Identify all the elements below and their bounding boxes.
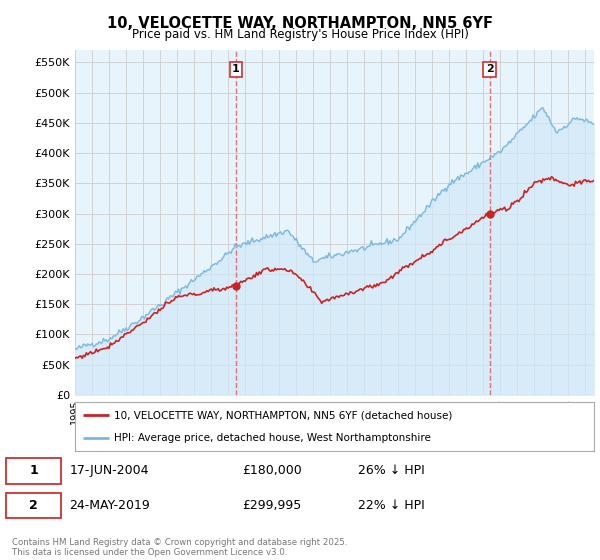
Text: 24-MAY-2019: 24-MAY-2019	[70, 499, 151, 512]
Text: 17-JUN-2004: 17-JUN-2004	[70, 464, 149, 478]
Text: 1: 1	[232, 64, 240, 74]
Text: Contains HM Land Registry data © Crown copyright and database right 2025.
This d: Contains HM Land Registry data © Crown c…	[12, 538, 347, 557]
Text: £299,995: £299,995	[242, 499, 302, 512]
Text: 10, VELOCETTE WAY, NORTHAMPTON, NN5 6YF (detached house): 10, VELOCETTE WAY, NORTHAMPTON, NN5 6YF …	[114, 410, 452, 420]
FancyBboxPatch shape	[6, 458, 61, 484]
Text: 26% ↓ HPI: 26% ↓ HPI	[358, 464, 424, 478]
Text: 1: 1	[29, 464, 38, 478]
Text: 10, VELOCETTE WAY, NORTHAMPTON, NN5 6YF: 10, VELOCETTE WAY, NORTHAMPTON, NN5 6YF	[107, 16, 493, 31]
Text: 2: 2	[29, 499, 38, 512]
Text: HPI: Average price, detached house, West Northamptonshire: HPI: Average price, detached house, West…	[114, 433, 431, 442]
Text: 22% ↓ HPI: 22% ↓ HPI	[358, 499, 424, 512]
Text: 2: 2	[486, 64, 494, 74]
Text: £180,000: £180,000	[242, 464, 302, 478]
Text: Price paid vs. HM Land Registry's House Price Index (HPI): Price paid vs. HM Land Registry's House …	[131, 28, 469, 41]
FancyBboxPatch shape	[6, 493, 61, 519]
